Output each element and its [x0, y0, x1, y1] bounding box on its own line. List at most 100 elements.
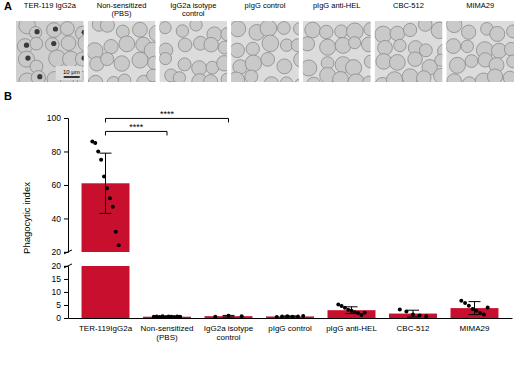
cell	[303, 60, 317, 76]
cell	[294, 79, 298, 82]
cell	[60, 22, 74, 36]
y-tick-label: 15	[52, 274, 62, 284]
y-tick-label: 40	[52, 214, 62, 224]
cell	[30, 37, 43, 50]
cell	[417, 71, 431, 82]
text-line: MIMA29	[466, 1, 494, 10]
y-tick: 40	[52, 214, 68, 224]
x-tick-label: TER-119IgG2a	[79, 324, 133, 333]
y-tick: 80	[52, 147, 68, 157]
plot-area	[82, 266, 499, 318]
y-axis: 05101520	[52, 261, 69, 323]
cell	[335, 25, 348, 38]
cell	[204, 75, 218, 82]
cell	[277, 59, 292, 74]
data-point	[96, 149, 100, 153]
data-point	[474, 309, 478, 313]
data-point	[418, 313, 422, 317]
cell	[218, 41, 227, 54]
data-point	[424, 314, 428, 318]
cell	[149, 25, 155, 42]
ingested-cell	[34, 29, 39, 34]
cell	[446, 21, 462, 33]
y-tick-mark	[64, 185, 68, 186]
x-tick-label: IgG2a isotypecontrol	[204, 324, 254, 343]
cell	[363, 76, 371, 82]
text-line: TER-119IgG2a	[79, 324, 133, 333]
micrograph	[446, 21, 514, 82]
panel-letter: B	[4, 90, 12, 102]
image-title: IgG2a isotypecontrol	[170, 1, 216, 18]
scale-bar-patch	[56, 66, 82, 80]
cell	[231, 43, 244, 57]
y-tick-mark	[64, 151, 68, 152]
data-point	[296, 314, 300, 318]
cell	[75, 52, 83, 66]
y-tick: 15	[52, 274, 68, 284]
y-tick-mark	[64, 318, 68, 319]
cell	[490, 26, 505, 41]
cell	[119, 36, 135, 52]
y-axis-title: Phagocytic index	[21, 182, 32, 254]
micrograph	[159, 21, 227, 82]
error-bar	[105, 153, 106, 213]
data-point	[291, 315, 295, 318]
significance-label: ****	[129, 122, 144, 132]
x-tick: TER-119IgG2a	[79, 318, 133, 333]
image-title: pIgG control	[245, 1, 286, 10]
cell	[303, 37, 315, 51]
y-tick-label: 100	[47, 113, 61, 123]
bar	[389, 314, 437, 318]
image-title: MIMA29	[466, 1, 494, 10]
text-line: MIMA29	[460, 324, 490, 333]
data-point	[99, 158, 103, 162]
ingested-cell	[51, 41, 56, 46]
text-line: CBC-512	[397, 324, 430, 333]
cell	[390, 26, 405, 41]
bar	[82, 266, 130, 318]
x-tick: IgG2a isotypecontrol	[204, 318, 254, 342]
error-bar-cap	[468, 301, 480, 302]
ingested-cell	[53, 26, 58, 31]
x-tick: Non-sensitized(PBS)	[141, 318, 194, 342]
figure: ATER-119 IgG2aNon-sensitized(PBS)IgG2a i…	[0, 0, 520, 382]
bar	[266, 316, 314, 318]
data-point	[411, 313, 415, 317]
cell	[294, 23, 299, 35]
cell	[147, 69, 156, 82]
cell	[104, 39, 118, 53]
cell	[245, 55, 261, 71]
cell	[47, 23, 62, 38]
x-axis: TER-119IgG2a Non-sensitized(PBS) IgG2a iso…	[69, 318, 513, 342]
cell	[118, 74, 131, 82]
error-bar-cap	[100, 213, 112, 214]
y-tick-mark	[64, 279, 68, 280]
cell	[159, 22, 171, 34]
data-point	[117, 243, 121, 247]
cell	[45, 38, 59, 52]
cell	[364, 23, 371, 36]
cell	[260, 21, 277, 37]
cell	[307, 77, 321, 82]
cell	[435, 54, 443, 66]
text-line: IgG2a isotype	[204, 324, 254, 333]
cell	[88, 75, 103, 82]
y-tick: 10	[52, 287, 68, 297]
x-tick: MIMA29	[460, 318, 490, 333]
cell	[446, 39, 460, 54]
ingested-cell	[81, 55, 83, 60]
cell	[335, 37, 351, 53]
image-title: CBC-512	[393, 1, 424, 10]
data-point	[285, 314, 289, 318]
text-line: pIgG control	[245, 1, 286, 10]
data-point	[398, 307, 402, 311]
cell	[245, 70, 258, 82]
cell	[132, 52, 148, 68]
y-tick-label: 10	[52, 287, 62, 297]
y-tick: 0	[56, 313, 68, 323]
data-point	[105, 186, 109, 190]
panel-letter: A	[4, 0, 12, 12]
cell	[361, 37, 370, 52]
cell	[346, 60, 362, 76]
cell	[190, 21, 202, 31]
